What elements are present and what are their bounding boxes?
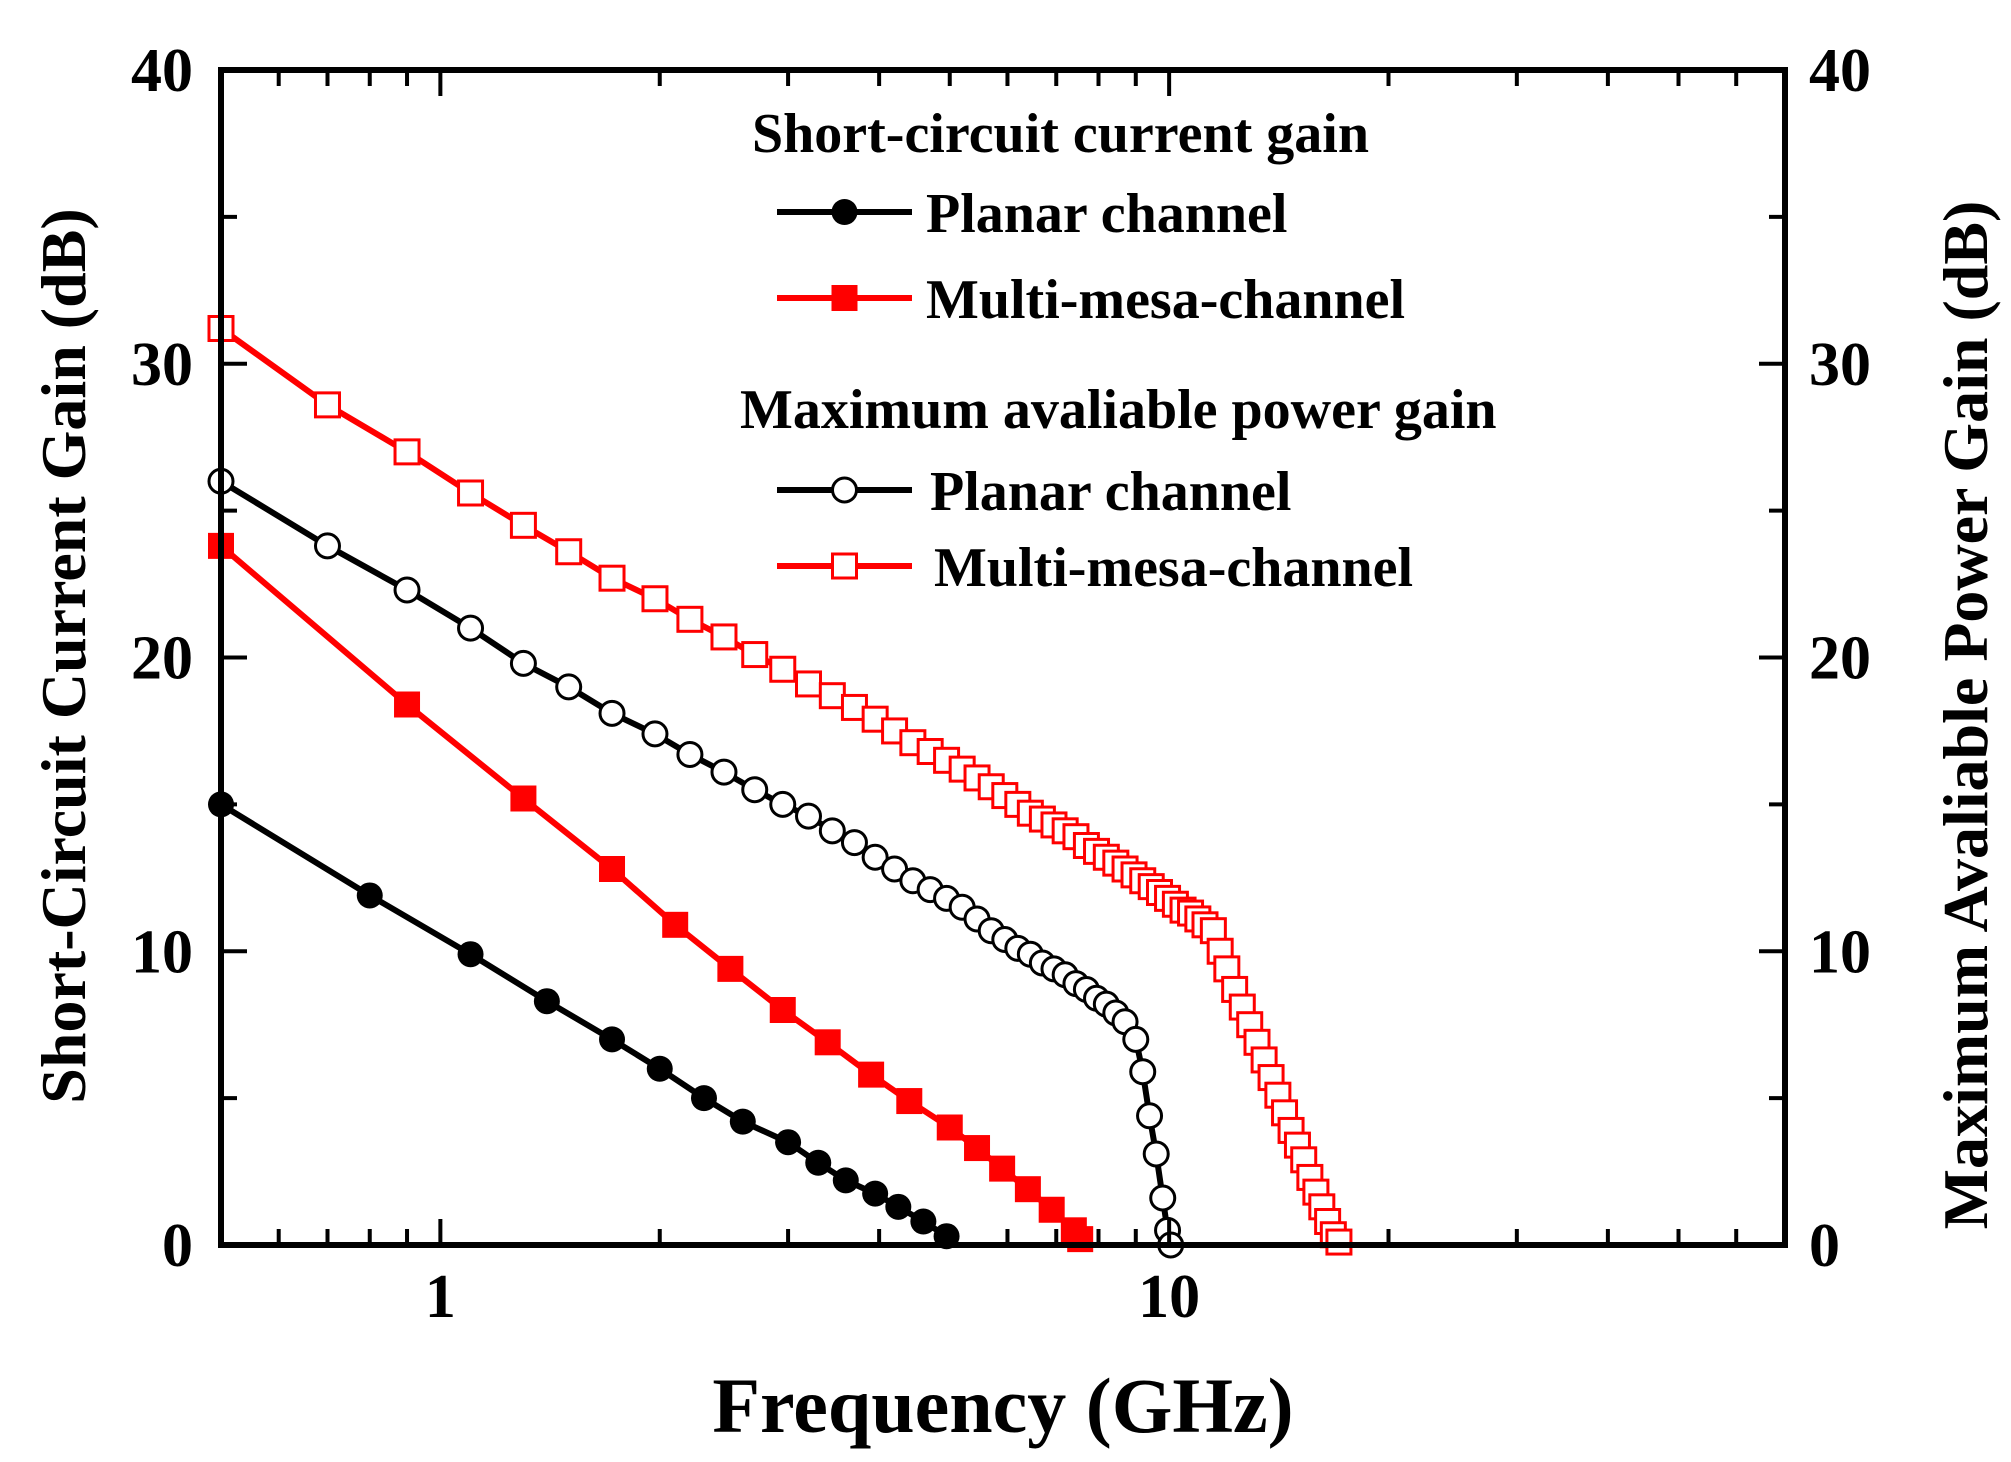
- data-point: [533, 988, 560, 1015]
- data-point: [769, 997, 796, 1023]
- data-point: [885, 1193, 912, 1220]
- data-point: [1142, 1140, 1170, 1168]
- data-point: [1250, 1046, 1278, 1074]
- data-point: [805, 1149, 832, 1176]
- data-point: [861, 843, 889, 871]
- y2-tick-label: 10: [1809, 918, 1871, 986]
- data-point: [910, 1208, 937, 1235]
- legend-marker: [831, 285, 858, 311]
- y-tick-label: 20: [131, 625, 193, 693]
- legend: Short-circuit current gain Planar channel…: [740, 103, 1497, 599]
- y2-tick-label: 40: [1809, 37, 1871, 105]
- series-0: [208, 791, 960, 1250]
- data-point: [599, 1026, 626, 1053]
- legend-marker: [831, 199, 858, 225]
- data-point: [795, 802, 823, 830]
- data-point: [832, 1167, 859, 1194]
- data-point: [775, 1129, 802, 1156]
- data-point: [509, 649, 537, 677]
- data-point: [457, 479, 485, 507]
- data-point: [393, 576, 421, 604]
- data-point: [690, 1085, 717, 1112]
- data-point: [599, 856, 626, 882]
- series-layer: [207, 315, 1353, 1259]
- data-point: [814, 1029, 841, 1056]
- data-point: [795, 670, 823, 698]
- data-point: [769, 790, 797, 818]
- data-point: [457, 941, 484, 968]
- data-point: [936, 1114, 963, 1141]
- data-point: [818, 682, 846, 710]
- y-tick-label: 30: [131, 331, 193, 399]
- data-point: [555, 538, 583, 566]
- data-point: [1067, 1226, 1094, 1253]
- y-tick-label: 40: [131, 37, 193, 105]
- y-tick-label: 10: [131, 918, 193, 986]
- data-point: [356, 882, 383, 909]
- data-point: [313, 391, 341, 419]
- data-point: [509, 511, 537, 539]
- data-point: [457, 614, 485, 642]
- y-axis-title: Short-Circuit Current Gain (dB): [28, 208, 99, 1103]
- y2-axis-title: Maximum Avaliable Power Gain (dB): [1930, 201, 2001, 1230]
- data-point: [741, 641, 769, 669]
- legend-label: Multi-mesa-channel: [934, 537, 1413, 599]
- legend-label: Planar channel: [926, 183, 1287, 245]
- data-point: [676, 740, 704, 768]
- x-tick-label: 10: [1138, 1263, 1200, 1331]
- data-point: [555, 673, 583, 701]
- plot-frame: [218, 67, 1788, 1248]
- data-point: [1129, 1058, 1157, 1086]
- ticks-layer: 1 10 0 10 20 30 40 0 10 20 30 40: [131, 37, 1871, 1331]
- data-point: [662, 911, 689, 938]
- data-point: [646, 1055, 673, 1082]
- data-point: [676, 605, 704, 633]
- data-point: [1136, 1102, 1164, 1130]
- y2-tick-label: 0: [1809, 1212, 1840, 1280]
- data-point: [769, 655, 797, 683]
- data-point: [313, 532, 341, 560]
- data-point: [598, 564, 626, 592]
- data-point: [598, 699, 626, 727]
- legend-label: Planar channel: [930, 461, 1291, 523]
- data-point: [393, 438, 421, 466]
- data-point: [858, 1061, 885, 1088]
- data-point: [989, 1155, 1016, 1182]
- data-point: [896, 1088, 923, 1115]
- legend-label: Multi-mesa-channel: [926, 269, 1405, 331]
- legend-marker: [831, 552, 858, 580]
- data-point: [1149, 1184, 1177, 1212]
- data-point: [394, 691, 421, 718]
- data-point: [710, 758, 738, 786]
- data-point: [840, 829, 868, 857]
- data-point: [741, 776, 769, 804]
- legend-marker: [831, 476, 858, 504]
- data-point: [717, 955, 744, 982]
- data-point: [641, 585, 669, 613]
- data-point: [710, 623, 738, 651]
- data-point: [818, 817, 846, 845]
- data-point: [1038, 1196, 1065, 1223]
- legend-title: Short-circuit current gain: [752, 103, 1369, 165]
- data-point: [862, 1180, 889, 1207]
- data-point: [510, 785, 537, 812]
- x-tick-label: 1: [425, 1263, 456, 1331]
- y2-tick-label: 20: [1809, 625, 1871, 693]
- data-point: [729, 1108, 756, 1135]
- y-tick-label: 0: [162, 1212, 193, 1280]
- series-3: [207, 315, 1353, 1256]
- data-point: [1122, 1025, 1150, 1053]
- data-point: [1014, 1176, 1041, 1203]
- y2-tick-label: 30: [1809, 331, 1871, 399]
- data-point: [641, 720, 669, 748]
- series-1: [208, 532, 1094, 1253]
- legend-title: Maximum avaliable power gain: [740, 379, 1497, 441]
- data-point: [964, 1135, 991, 1162]
- x-axis-title: Frequency (GHz): [712, 1362, 1293, 1449]
